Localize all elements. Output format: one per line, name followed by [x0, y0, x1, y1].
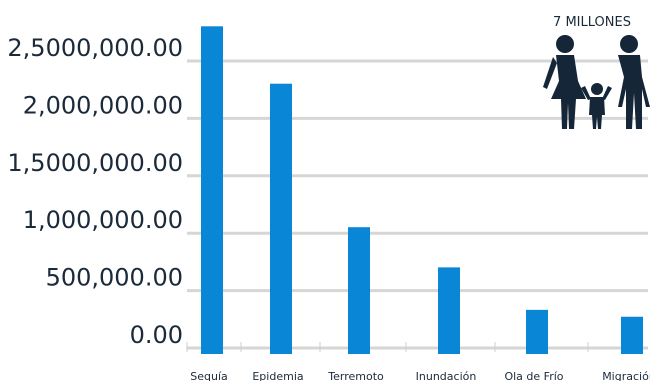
x-tick-label: Migración — [602, 370, 650, 381]
bar — [348, 227, 370, 354]
bar — [270, 83, 292, 354]
bars — [201, 26, 643, 355]
bar — [526, 309, 548, 354]
callout: 7 MILLONES — [543, 15, 650, 129]
y-tick-label: 0.00 — [130, 321, 183, 349]
bar — [621, 316, 643, 354]
x-tick-label: Epidemia — [252, 370, 303, 381]
callout-label: 7 MILLONES — [553, 15, 631, 30]
y-tick-label: 1,000,000.00 — [23, 206, 183, 234]
y-tick-label: 1,5000,000.00 — [7, 149, 183, 177]
y-axis-ticks: 0.00 500,000.00 1,000,000.00 1,5000,000.00 2… — [7, 34, 183, 349]
bar — [201, 26, 223, 355]
x-axis — [186, 342, 589, 352]
bar — [438, 267, 460, 354]
x-tick-label: Ola de Frío — [504, 370, 563, 381]
gridlines — [187, 59, 648, 350]
y-tick-label: 2,5000,000.00 — [7, 34, 183, 62]
y-tick-label: 500,000.00 — [46, 264, 183, 292]
x-tick-label: Sequía — [190, 370, 228, 381]
family-icon — [543, 35, 650, 129]
y-tick-label: 2,000,000.00 — [23, 91, 183, 119]
x-axis-ticks: Sequía Epidemia Terremoto Inundación Ola de … — [190, 370, 650, 381]
x-tick-label: Terremoto — [327, 370, 384, 381]
x-tick-label: Inundación — [416, 370, 477, 381]
